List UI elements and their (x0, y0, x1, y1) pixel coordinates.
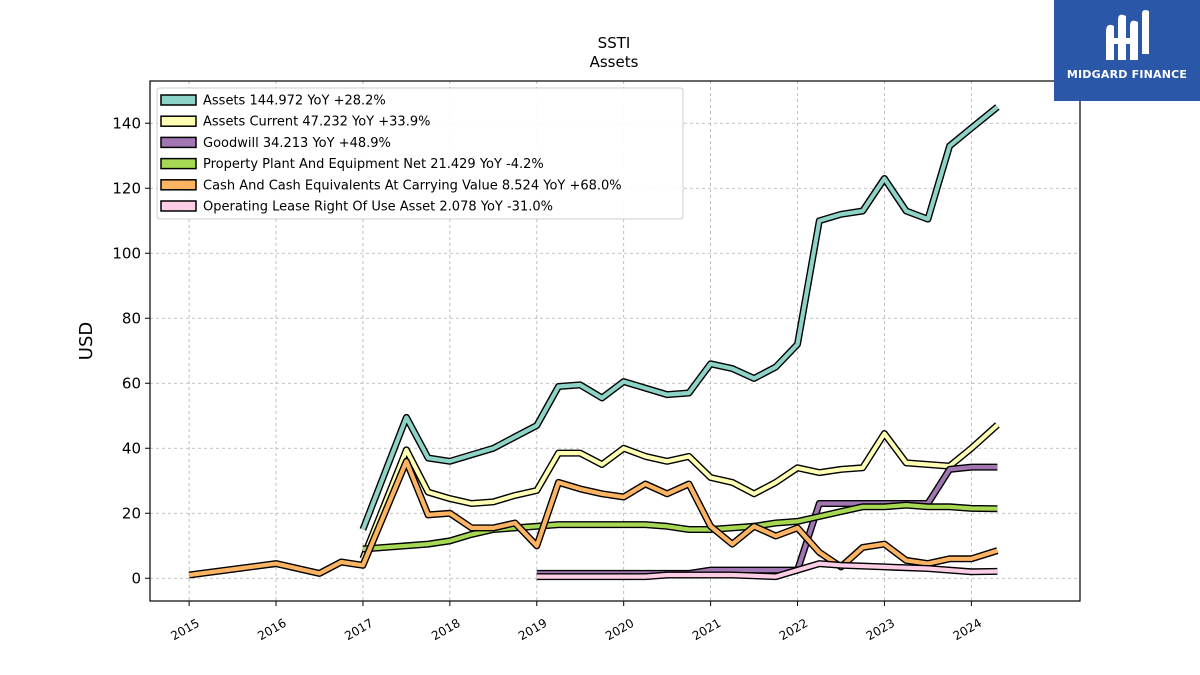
series-line (536, 561, 998, 579)
x-tick-label: 2019 (516, 616, 549, 643)
x-tick-label: 2021 (690, 616, 723, 643)
legend-label: Operating Lease Right Of Use Asset 2.078… (203, 200, 553, 215)
series-line (360, 423, 999, 560)
legend-swatch (160, 94, 197, 106)
series-2 (359, 422, 1000, 561)
legend-item: Goodwill 34.213 YoY +48.9% (160, 136, 391, 151)
y-tick-label: 60 (122, 374, 141, 392)
legend-label: Assets Current 47.232 YoY +33.9% (203, 115, 430, 130)
legend-label: Property Plant And Equipment Net 21.429 … (203, 157, 544, 172)
y-tick-label: 20 (122, 504, 141, 522)
y-tick-label: 40 (122, 439, 141, 457)
x-tick-label: 2017 (342, 616, 375, 643)
series-line-outline (188, 457, 999, 579)
midgard-finance-logo-icon (1106, 10, 1149, 61)
series-1 (359, 104, 1000, 531)
y-axis: 0 20 40 60 80 100 120 140 (112, 114, 150, 587)
x-tick-label: 2016 (255, 616, 288, 643)
brand-name: MIDGARD FINANCE (1066, 68, 1188, 81)
series-line (188, 459, 999, 578)
x-tick-label: 2020 (603, 616, 636, 643)
legend-item: Operating Lease Right Of Use Asset 2.078… (160, 200, 553, 215)
y-tick-label: 140 (112, 114, 141, 132)
legend-swatch (160, 179, 197, 191)
chart-subtitle: Assets (590, 53, 639, 71)
y-tick-label: 0 (131, 569, 141, 587)
series-5 (188, 457, 999, 579)
legend-box (156, 87, 684, 220)
plot-frame (149, 80, 1081, 602)
legend-swatch (160, 115, 197, 127)
y-axis-label: USD (76, 322, 97, 360)
legend-item: Property Plant And Equipment Net 21.429 … (160, 157, 544, 172)
legend: Assets 144.972 YoY +28.2% Assets Current … (156, 87, 684, 220)
legend-swatch (160, 200, 197, 212)
brand-logo: MIDGARD FINANCE (1054, 0, 1200, 101)
x-tick-label: 2015 (168, 616, 201, 643)
legend-item: Cash And Cash Equivalents At Carrying Va… (160, 178, 622, 193)
legend-item: Assets Current 47.232 YoY +33.9% (160, 115, 430, 130)
y-tick-label: 100 (112, 244, 141, 262)
y-tick-label: 80 (122, 309, 141, 327)
x-tick-label: 2024 (951, 616, 984, 643)
x-axis: 2015 2016 2017 2018 2019 2020 2021 2022 2023 2024 (168, 601, 984, 643)
series-lines (188, 104, 1000, 581)
legend-label: Assets 144.972 YoY +28.2% (203, 94, 386, 109)
legend-swatch (160, 136, 197, 149)
x-tick-label: 2018 (429, 616, 462, 643)
chart-title: SSTI (598, 34, 631, 52)
legend-swatch (160, 157, 197, 170)
legend-label: Cash And Cash Equivalents At Carrying Va… (203, 178, 622, 193)
x-tick-label: 2022 (777, 616, 810, 643)
legend-label: Goodwill 34.213 YoY +48.9% (203, 136, 391, 151)
legend-item: Assets 144.972 YoY +28.2% (160, 94, 386, 109)
series-line (362, 503, 998, 552)
series-4 (362, 501, 998, 553)
series-line (360, 105, 999, 531)
y-tick-label: 120 (112, 179, 141, 197)
series-6 (536, 560, 998, 581)
x-tick-label: 2023 (864, 616, 897, 643)
grid (150, 81, 1080, 601)
